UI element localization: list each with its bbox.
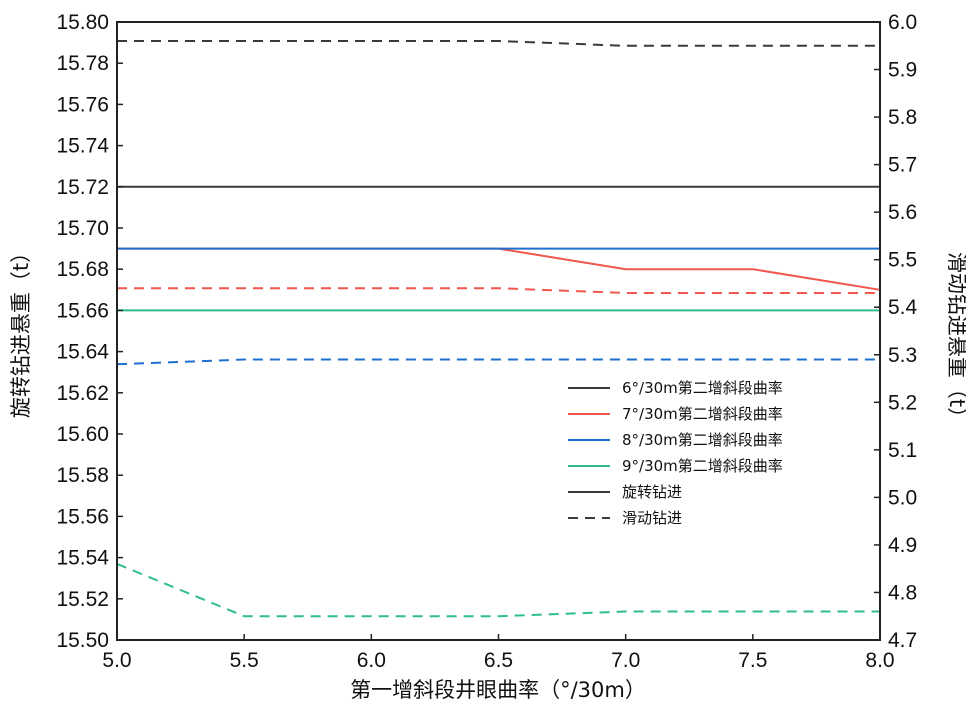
- left-tick-label: 15.60: [56, 423, 109, 446]
- right-tick-label: 5.6: [888, 201, 917, 224]
- series-line-sliding-7: [116, 562, 880, 618]
- right-tick-label: 6.0: [888, 11, 917, 34]
- x-tick-label: 7.0: [611, 649, 640, 672]
- left-tick-label: 15.72: [56, 176, 109, 199]
- series-line-sliding-4: [117, 40, 880, 47]
- left-axis-title: 旋转钻进悬重（t）: [9, 242, 33, 418]
- ticks-layer: 5.0 5.5 6.0 6.5 7.0 7.5 8.0 15.50 15.52 15.54 15.5…: [56, 11, 917, 672]
- left-tick-label: 15.76: [56, 93, 109, 116]
- left-tick-label: 15.80: [56, 11, 109, 34]
- left-tick-label: 15.56: [56, 505, 109, 528]
- x-tick-label: 6.5: [484, 649, 513, 672]
- x-tick-label: 5.5: [230, 649, 259, 672]
- right-axis-title: 滑动钻进悬重（t）: [945, 252, 966, 428]
- legend-label: 8°/30m第二增斜段曲率: [622, 431, 783, 449]
- right-tick-label: 4.7: [888, 629, 917, 652]
- right-tick-label: 5.2: [888, 391, 917, 414]
- series-layer: [116, 40, 881, 618]
- left-tick-label: 15.52: [56, 588, 109, 611]
- left-tick-label: 15.78: [56, 52, 109, 75]
- right-tick-label: 4.8: [888, 581, 917, 604]
- x-tick-label: 8.0: [865, 649, 894, 672]
- right-tick-label: 4.9: [888, 534, 917, 557]
- x-tick-label: 6.0: [357, 649, 386, 672]
- left-tick-label: 15.70: [56, 217, 109, 240]
- right-tick-label: 5.4: [888, 296, 918, 319]
- x-tick-label: 5.0: [102, 649, 131, 672]
- left-tick-label: 15.74: [56, 135, 109, 158]
- right-tick-label: 5.3: [888, 344, 917, 367]
- plot-frame: [116, 21, 881, 641]
- right-tick-label: 5.8: [888, 106, 917, 129]
- series-line-rotary-1: [117, 247, 881, 291]
- left-tick-label: 15.58: [56, 464, 109, 487]
- right-tick-label: 5.7: [888, 154, 917, 177]
- legend-label: 6°/30m第二增斜段曲率: [622, 379, 783, 397]
- right-tick-label: 5.9: [888, 59, 917, 82]
- left-tick-label: 15.64: [56, 341, 109, 364]
- series-line-sliding-5: [117, 287, 880, 294]
- right-tick-label: 5.0: [888, 486, 917, 509]
- legend-label: 滑动钻进: [622, 509, 682, 527]
- legend-label: 7°/30m第二增斜段曲率: [622, 405, 783, 423]
- x-axis-title: 第一增斜段井眼曲率（°/30m）: [350, 678, 646, 702]
- right-tick-label: 5.1: [888, 439, 917, 462]
- legend: 6°/30m第二增斜段曲率 7°/30m第二增斜段曲率 8°/30m第二增斜段曲率 9…: [568, 379, 783, 527]
- left-tick-label: 15.66: [56, 299, 109, 322]
- left-tick-label: 15.68: [56, 258, 109, 281]
- series-line-sliding-6: [116, 358, 880, 366]
- left-tick-label: 15.50: [56, 629, 109, 652]
- right-tick-label: 5.5: [888, 249, 917, 272]
- x-tick-label: 7.5: [738, 649, 767, 672]
- left-tick-label: 15.62: [56, 382, 109, 405]
- left-tick-label: 15.54: [56, 547, 109, 570]
- legend-label: 旋转钻进: [622, 483, 682, 501]
- legend-label: 9°/30m第二增斜段曲率: [622, 457, 783, 475]
